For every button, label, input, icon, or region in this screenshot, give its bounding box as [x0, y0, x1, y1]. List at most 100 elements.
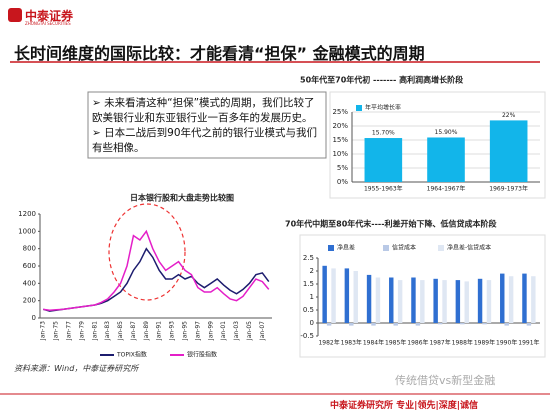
x-tick-label: Jan-05	[246, 321, 253, 341]
x-tick-label: Jan-77	[66, 321, 73, 341]
y-tick-label: 0	[310, 319, 314, 327]
bullet-text: 日本二战后到90年代之前的银行业模式与我们有些相像。	[92, 127, 318, 154]
watermark: 传统借贷vs新型金融	[395, 374, 496, 387]
bar	[389, 277, 394, 323]
legend-swatch	[328, 245, 334, 251]
bar	[526, 323, 532, 326]
y-tick-label: 20%	[332, 122, 348, 130]
x-tick-label: Jan-03	[233, 321, 240, 341]
x-tick-label: Jan-81	[91, 321, 98, 341]
source: 资料来源：Wind，中泰证券研究所	[14, 364, 139, 373]
bar	[366, 274, 372, 323]
bar	[364, 138, 403, 182]
bar	[331, 268, 336, 323]
bar	[437, 323, 443, 325]
bar	[504, 323, 509, 326]
bar	[455, 280, 461, 323]
bar	[415, 323, 421, 326]
x-tick-label: 1955-1963年	[364, 185, 403, 193]
y-tick-label: 400	[23, 279, 36, 287]
x-tick-label: 1983年	[341, 339, 362, 347]
logo-en: ZHONGTAI SECURITIES	[25, 21, 71, 26]
y-tick-label: 10%	[332, 150, 348, 158]
bar	[371, 323, 376, 326]
y-tick-label: 800	[23, 245, 36, 253]
y-tick-label: 1	[310, 293, 314, 301]
line	[43, 229, 270, 311]
y-tick-label: 200	[23, 297, 36, 305]
bar	[489, 120, 528, 182]
bar	[508, 276, 514, 323]
bar	[460, 323, 465, 325]
y-tick-label: 2.5	[303, 254, 314, 262]
x-tick-label: Jan-83	[104, 321, 111, 341]
bar	[344, 268, 350, 323]
x-tick-label: 1990年	[496, 339, 517, 347]
y-tick-label: 600	[23, 262, 36, 270]
x-tick-label: 1985年	[385, 339, 406, 347]
y-tick-label: 15%	[332, 136, 348, 144]
bar	[353, 271, 358, 323]
bar	[482, 323, 487, 325]
slide-title: 长时间维度的国际比较：才能看清“担保” 金融模式的周期	[14, 44, 425, 63]
x-tick-label: 1991年	[518, 339, 539, 347]
legend-swatch	[356, 105, 362, 111]
footer-motto: 专业|领先|深度|诚信	[396, 401, 479, 411]
y-tick-label: 1000	[18, 227, 36, 235]
logo-mark	[8, 8, 22, 22]
footer: 中泰证券研究所 专业|领先|深度|诚信	[330, 398, 478, 411]
bar	[442, 280, 447, 323]
bar	[522, 273, 527, 323]
legend-label: 净息差	[337, 244, 355, 252]
legend-label: 年平均增长率	[365, 104, 401, 112]
legend-label: 银行股指数	[187, 351, 217, 359]
y-tick-label: 0%	[337, 178, 348, 186]
bar	[464, 281, 469, 323]
value-label: 15.90%	[435, 129, 458, 136]
y-tick-label: 1200	[18, 210, 36, 218]
x-tick-label: Jan-01	[220, 321, 227, 341]
bar	[477, 278, 483, 323]
x-tick-label: 1984年	[363, 339, 384, 347]
bar	[433, 278, 438, 323]
bullet: ➢ 日本二战后到90年代之前的银行业模式与我们有些相像。	[92, 127, 318, 154]
x-tick-label: Jan-95	[182, 321, 189, 341]
x-tick-label: Jan-73	[40, 321, 47, 341]
value-label: 22%	[502, 112, 516, 119]
legend-swatch	[383, 245, 389, 251]
line	[43, 247, 270, 312]
y-tick-label: 0.5	[303, 306, 314, 314]
bar	[375, 277, 381, 323]
bullet-list: ➢ 未来看清这种“担保”模式的周期，我们比较了欧美银行业和东亚银行业一百多年的发…	[92, 96, 322, 156]
bullet: ➢ 未来看清这种“担保”模式的周期，我们比较了欧美银行业和东亚银行业一百多年的发…	[92, 97, 315, 124]
bar	[500, 273, 505, 323]
bar	[486, 280, 492, 323]
bullet-text: 未来看清这种“担保”模式的周期，我们比较了欧美银行业和东亚银行业一百多年的发展历…	[92, 97, 315, 124]
bar	[531, 276, 536, 323]
x-tick-label: Jan-93	[169, 321, 176, 341]
bar	[326, 323, 332, 326]
bar	[427, 137, 465, 182]
y-tick-label: -0.5	[300, 332, 314, 340]
x-tick-label: Jan-75	[53, 321, 60, 341]
x-tick-label: Jan-91	[156, 321, 163, 341]
bullet-box	[87, 91, 327, 159]
bar	[322, 265, 327, 323]
x-tick-label: Jan-79	[78, 321, 85, 341]
x-tick-label: Jan-97	[194, 321, 201, 341]
legend-swatch	[438, 245, 444, 251]
x-tick-label: 1964-1967年	[427, 185, 466, 193]
x-tick-label: Jan-87	[130, 321, 137, 341]
legend-label: 信贷成本	[392, 244, 416, 252]
chart-title: 70年代中期至80年代末----利差开始下降、低信贷成本阶段	[285, 219, 497, 229]
y-tick-label: 2	[310, 267, 314, 275]
y-tick-label: 25%	[332, 108, 348, 116]
bar	[393, 323, 398, 326]
highlight-circle	[108, 203, 186, 301]
x-tick-label: 1969-1973年	[489, 185, 528, 193]
chart-title: 50年代至70年代初 ------- 高利润高增长阶段	[300, 75, 463, 85]
x-tick-label: Jan-85	[117, 321, 124, 341]
x-tick-label: 1986年	[407, 339, 428, 347]
